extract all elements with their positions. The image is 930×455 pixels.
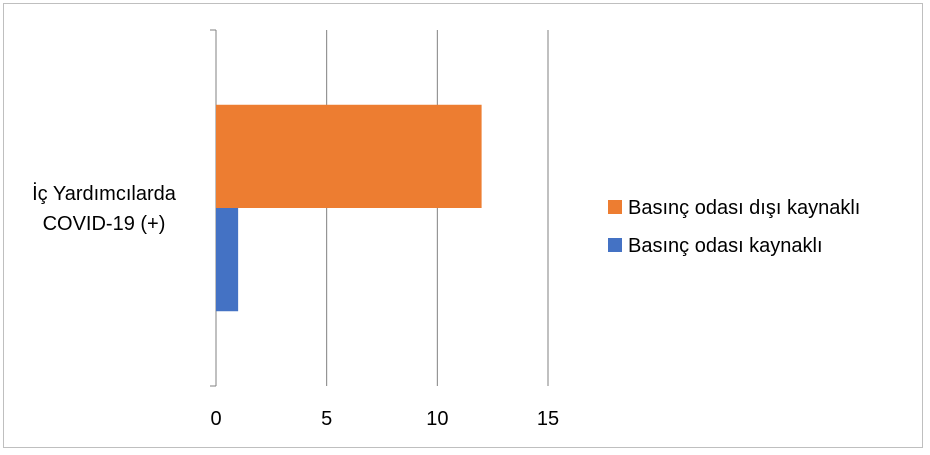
legend: Basınç odası dışı kaynaklı Basınç odası k… [608,197,860,257]
labels: 0 5 10 15 İç Yardımcılarda COVID-19 (+) [32,182,559,430]
x-tick-label-0: 0 [210,408,221,430]
x-tick-label-10: 10 [426,408,448,430]
bar-chamber-source [216,208,239,312]
bars [216,104,482,312]
legend-label-chamber-source: Basınç odası kaynaklı [628,235,823,257]
chart-frame [3,3,923,448]
axes [210,29,217,387]
bar-outside-source [216,104,482,208]
legend-swatch-outside-source [608,200,622,214]
legend-label-outside-source: Basınç odası dışı kaynaklı [628,197,860,219]
x-tick-label-15: 15 [537,408,559,430]
legend-swatch-chamber-source [608,238,622,252]
x-tick-label-5: 5 [321,408,332,430]
category-label: İç Yardımcılarda COVID-19 (+) [32,182,177,235]
